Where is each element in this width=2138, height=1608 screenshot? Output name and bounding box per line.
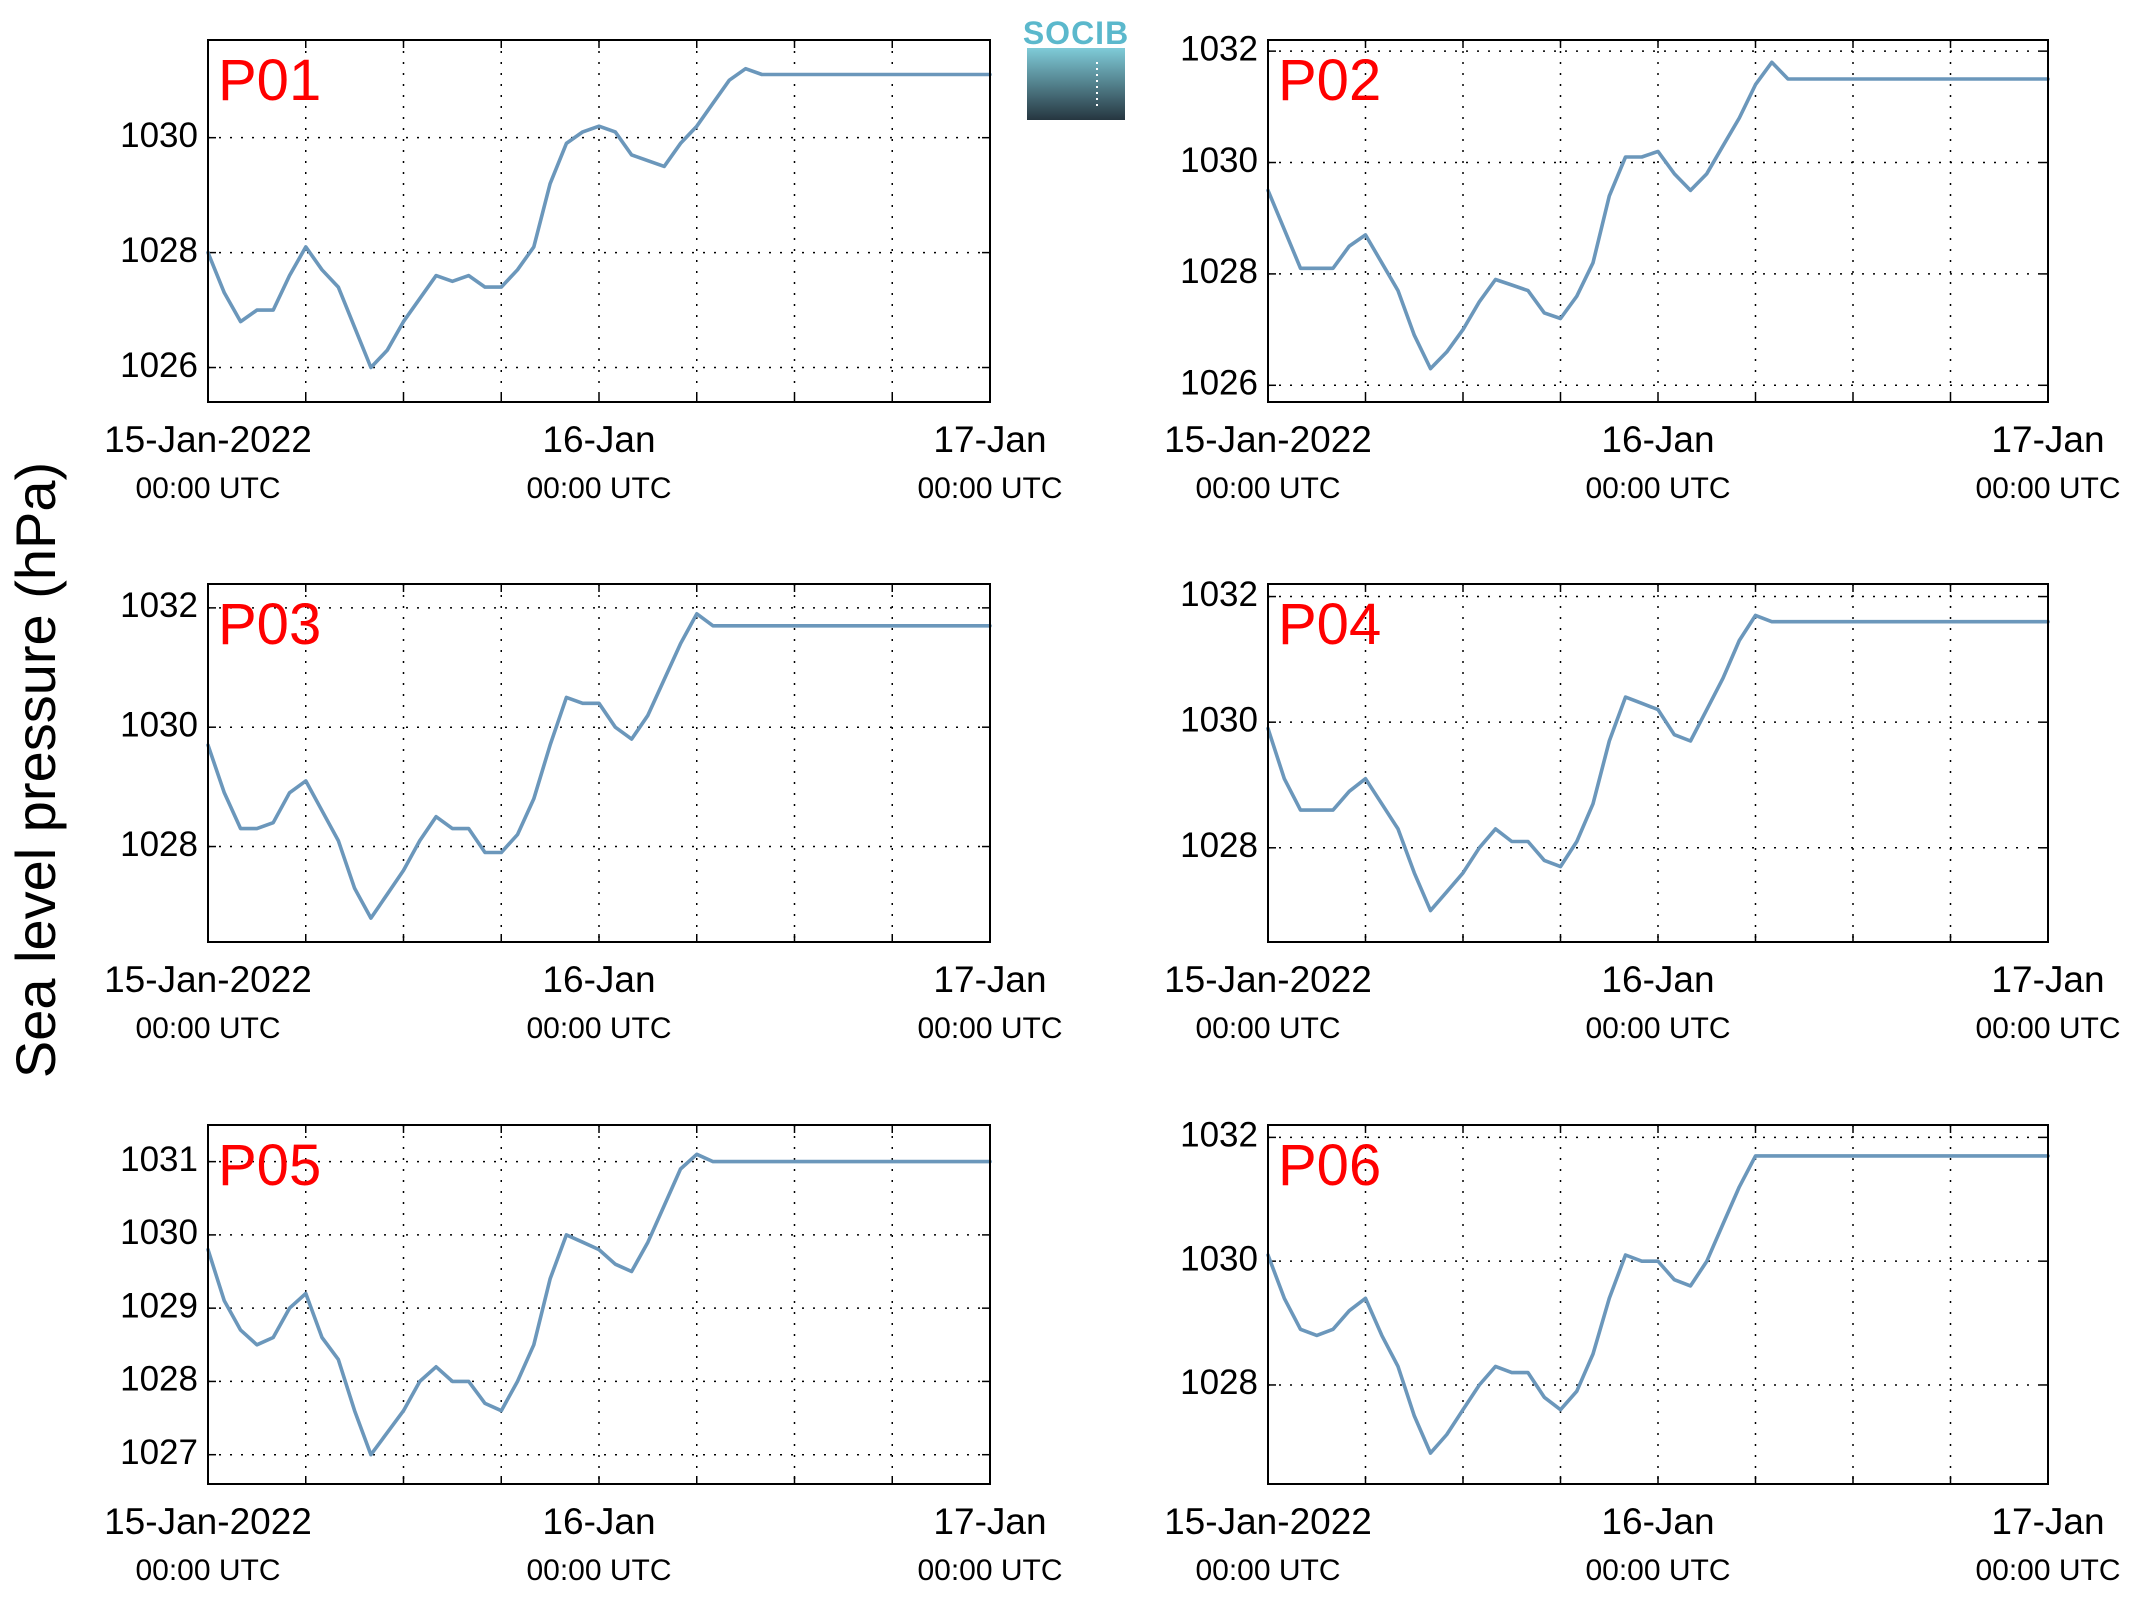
socib-logo: SOCIB [1023, 15, 1129, 120]
x-tick-label-time: 00:00 UTC [135, 1554, 280, 1587]
x-tick-label-time: 00:00 UTC [135, 472, 280, 505]
y-tick-label: 1030 [120, 1213, 198, 1252]
x-tick-label-time: 00:00 UTC [526, 1012, 671, 1045]
logo-block [1027, 48, 1125, 120]
x-tick-label-date: 16-Jan [1601, 1501, 1714, 1542]
y-tick-label: 1028 [1180, 1363, 1258, 1402]
panel-label-p02: P02 [1278, 48, 1381, 113]
y-tick-label: 1032 [120, 586, 198, 625]
plot-frame [1267, 1124, 2049, 1485]
series-line-p04 [1266, 613, 2050, 913]
x-tick-label-date: 17-Jan [933, 419, 1046, 460]
y-tick-label: 1030 [120, 705, 198, 744]
panel-label-p05: P05 [218, 1133, 321, 1198]
x-tick-label-date: 15-Jan-2022 [1164, 1501, 1372, 1542]
x-tick-label-time: 00:00 UTC [1195, 1554, 1340, 1587]
series-line-p02 [1266, 60, 2050, 371]
x-tick-label-date: 17-Jan [1991, 419, 2104, 460]
y-tick-label: 1028 [120, 1360, 198, 1399]
x-tick-label-date: 15-Jan-2022 [1164, 419, 1372, 460]
x-tick-label-time: 00:00 UTC [1975, 472, 2120, 505]
x-tick-label-time: 00:00 UTC [526, 1554, 671, 1587]
x-tick-label-date: 16-Jan [542, 959, 655, 1000]
x-tick-label-date: 15-Jan-2022 [1164, 959, 1372, 1000]
x-tick-label-time: 00:00 UTC [135, 1012, 280, 1045]
panel-label-p01: P01 [218, 48, 321, 113]
panel-p06: 1028 1030 1032 15-Jan-2022 00:00 UTC 16-Jan 00… [1164, 1116, 2120, 1587]
x-tick-label-date: 17-Jan [1991, 959, 2104, 1000]
y-tick-label: 1026 [120, 346, 198, 385]
panel-label-p06: P06 [1278, 1133, 1381, 1198]
y-tick-label: 1030 [1180, 141, 1258, 180]
series-line-p03 [206, 611, 992, 920]
y-tick-label: 1032 [1180, 575, 1258, 614]
x-tick-label-time: 00:00 UTC [526, 472, 671, 505]
panel-p04: 1028 1030 1032 15-Jan-2022 00:00 UTC 16-Jan 00… [1164, 575, 2120, 1045]
x-tick-label-time: 00:00 UTC [1585, 1012, 1730, 1045]
y-tick-label: 1030 [1180, 700, 1258, 739]
series-line-p05 [206, 1152, 992, 1457]
panel-p01: 1026 1028 1030 15-Jan-2022 00:00 UTC 16-Jan 00… [104, 39, 1063, 505]
x-tick-label-time: 00:00 UTC [917, 472, 1062, 505]
y-axis-label: Sea level pressure (hPa) [4, 462, 67, 1078]
x-tick-label-time: 00:00 UTC [917, 1012, 1062, 1045]
y-tick-label: 1028 [120, 825, 198, 864]
x-tick-label-date: 16-Jan [1601, 959, 1714, 1000]
x-tick-label-date: 16-Jan [542, 419, 655, 460]
y-tick-label: 1031 [120, 1140, 198, 1179]
y-tick-label: 1030 [1180, 1239, 1258, 1278]
y-tick-label: 1030 [120, 116, 198, 155]
logo-text: SOCIB [1023, 15, 1129, 51]
plot-frame [207, 39, 991, 403]
x-tick-label-time: 00:00 UTC [1195, 472, 1340, 505]
series-line-p06 [1266, 1154, 2050, 1455]
x-tick-label-date: 15-Jan-2022 [104, 1501, 312, 1542]
y-tick-label: 1032 [1180, 29, 1258, 68]
plot-frame [207, 583, 991, 943]
x-tick-label-date: 17-Jan [933, 959, 1046, 1000]
x-tick-label-time: 00:00 UTC [1585, 472, 1730, 505]
plot-frame [1267, 583, 2049, 943]
x-tick-label-time: 00:00 UTC [1975, 1012, 2120, 1045]
panel-p03: 1028 1030 1032 15-Jan-2022 00:00 UTC 16-Jan 00… [104, 583, 1063, 1045]
x-tick-label-time: 00:00 UTC [917, 1554, 1062, 1587]
x-tick-label-time: 00:00 UTC [1585, 1554, 1730, 1587]
x-tick-label-time: 00:00 UTC [1975, 1554, 2120, 1587]
x-tick-label-date: 17-Jan [933, 1501, 1046, 1542]
y-tick-label: 1029 [120, 1286, 198, 1325]
panel-p05: 1027 1028 1029 1030 1031 15-Jan-2022 00:00 UTC… [104, 1124, 1063, 1587]
series-line-p01 [206, 66, 992, 370]
y-tick-label: 1028 [1180, 826, 1258, 865]
panel-label-p04: P04 [1278, 592, 1381, 657]
x-tick-label-time: 00:00 UTC [1195, 1012, 1340, 1045]
x-tick-label-date: 17-Jan [1991, 1501, 2104, 1542]
plot-frame [1267, 39, 2049, 403]
x-tick-label-date: 15-Jan-2022 [104, 419, 312, 460]
x-tick-label-date: 16-Jan [542, 1501, 655, 1542]
panel-label-p03: P03 [218, 592, 321, 657]
plot-frame [207, 1124, 991, 1485]
y-tick-label: 1032 [1180, 1116, 1258, 1155]
y-tick-label: 1026 [1180, 364, 1258, 403]
y-tick-label: 1027 [120, 1433, 198, 1472]
x-tick-label-date: 16-Jan [1601, 419, 1714, 460]
y-tick-label: 1028 [120, 231, 198, 270]
x-tick-label-date: 15-Jan-2022 [104, 959, 312, 1000]
y-tick-label: 1028 [1180, 252, 1258, 291]
panel-p02: 1026 1028 1030 1032 15-Jan-2022 00:00 UTC 16-J… [1164, 29, 2120, 505]
